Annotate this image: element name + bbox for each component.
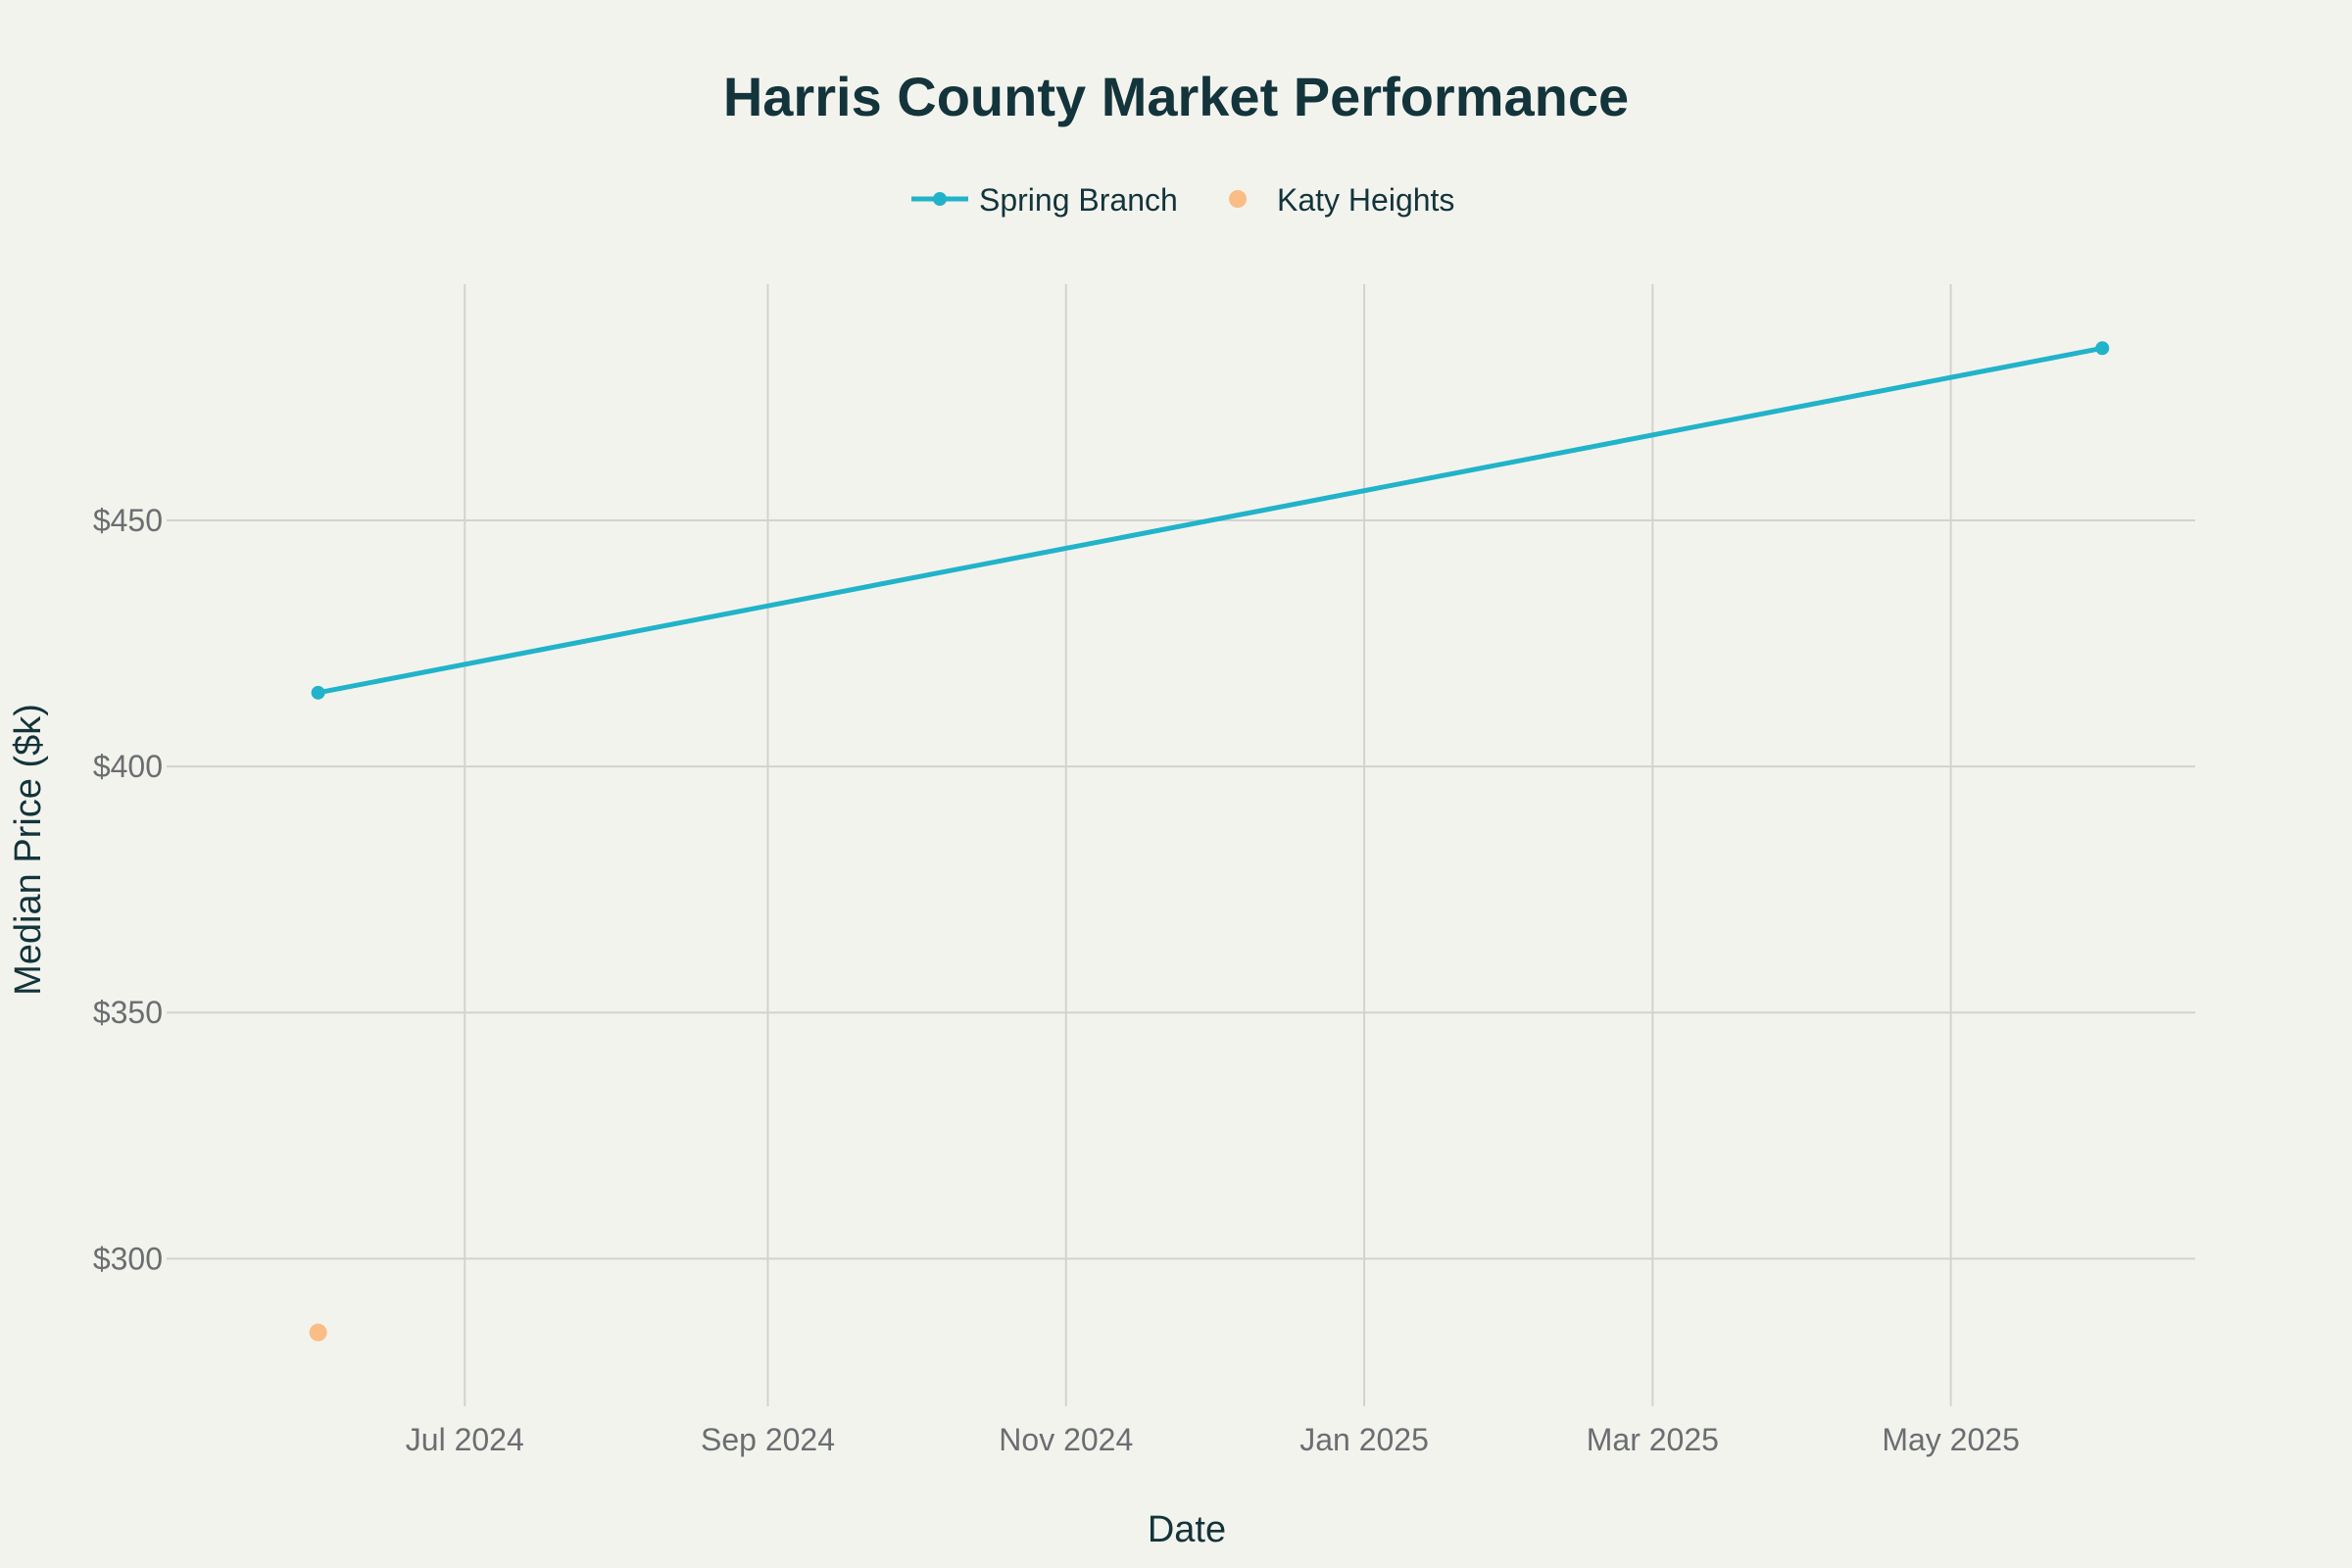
gridlines [167, 284, 2195, 1406]
series-katy-heights [309, 1323, 327, 1342]
legend-item-spring-branch[interactable]: Spring Branch [911, 182, 1178, 218]
x-tick-label: Jul 2024 [406, 1422, 524, 1457]
series-spring-branch [311, 341, 2110, 700]
tick-labels: Jul 2024 Sep 2024 Nov 2024 Jan 2025 Mar 2025… [93, 503, 2020, 1457]
y-tick-label: $450 [93, 503, 163, 538]
plot-area [309, 341, 2110, 1342]
data-point-katy-heights[interactable] [309, 1323, 327, 1342]
legend-swatch-marker [933, 192, 947, 206]
y-tick-label: $400 [93, 749, 163, 784]
x-tick-label: May 2025 [1882, 1422, 2020, 1457]
x-tick-label: Mar 2025 [1587, 1422, 1719, 1457]
x-axis-title: Date [1148, 1509, 1226, 1550]
legend-item-katy-heights[interactable]: Katy Heights [1229, 182, 1454, 218]
series-line-spring-branch [318, 345, 2103, 696]
y-tick-label: $350 [93, 995, 163, 1030]
data-point-spring-branch[interactable] [2095, 341, 2110, 356]
chart-title: Harris County Market Performance [723, 66, 1629, 127]
legend-label-spring-branch: Spring Branch [979, 182, 1178, 218]
data-point-spring-branch[interactable] [311, 685, 325, 700]
y-tick-label: $300 [93, 1241, 163, 1276]
x-tick-label: Jan 2025 [1299, 1422, 1429, 1457]
legend-swatch-marker [1229, 190, 1247, 208]
x-tick-label: Nov 2024 [999, 1422, 1133, 1457]
legend[interactable]: Spring Branch Katy Heights [911, 182, 1454, 218]
y-axis-title: Median Price ($k) [8, 704, 49, 996]
legend-label-katy-heights: Katy Heights [1277, 182, 1454, 218]
x-tick-label: Sep 2024 [701, 1422, 835, 1457]
